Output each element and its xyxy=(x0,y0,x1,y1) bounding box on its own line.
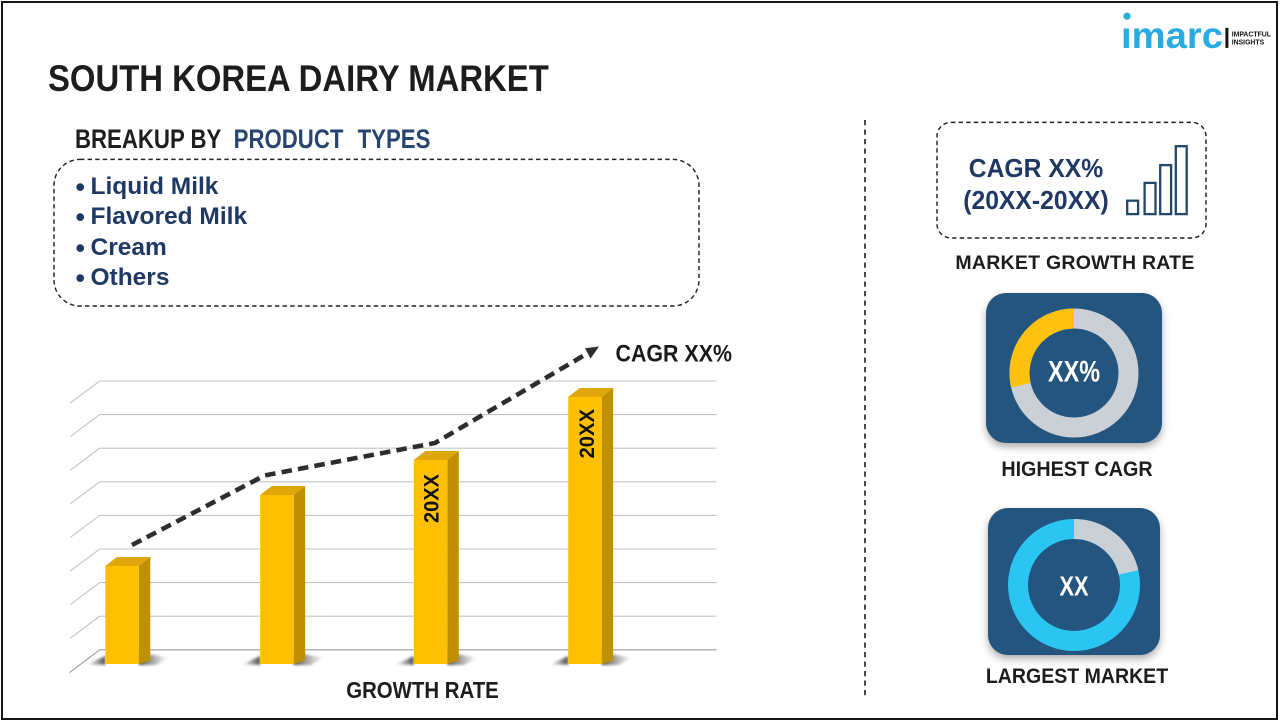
svg-text:XX: XX xyxy=(1060,571,1089,602)
svg-text:CAGR XX%: CAGR XX% xyxy=(616,341,733,368)
svg-text:IMPACTFUL: IMPACTFUL xyxy=(1232,30,1272,39)
svg-text:imarc: imarc xyxy=(1121,15,1223,56)
svg-text:20XX: 20XX xyxy=(420,473,444,523)
svg-text:20XX: 20XX xyxy=(575,408,599,458)
svg-text:INSIGHTS: INSIGHTS xyxy=(1232,38,1265,47)
svg-text:XX%: XX% xyxy=(1048,356,1100,389)
